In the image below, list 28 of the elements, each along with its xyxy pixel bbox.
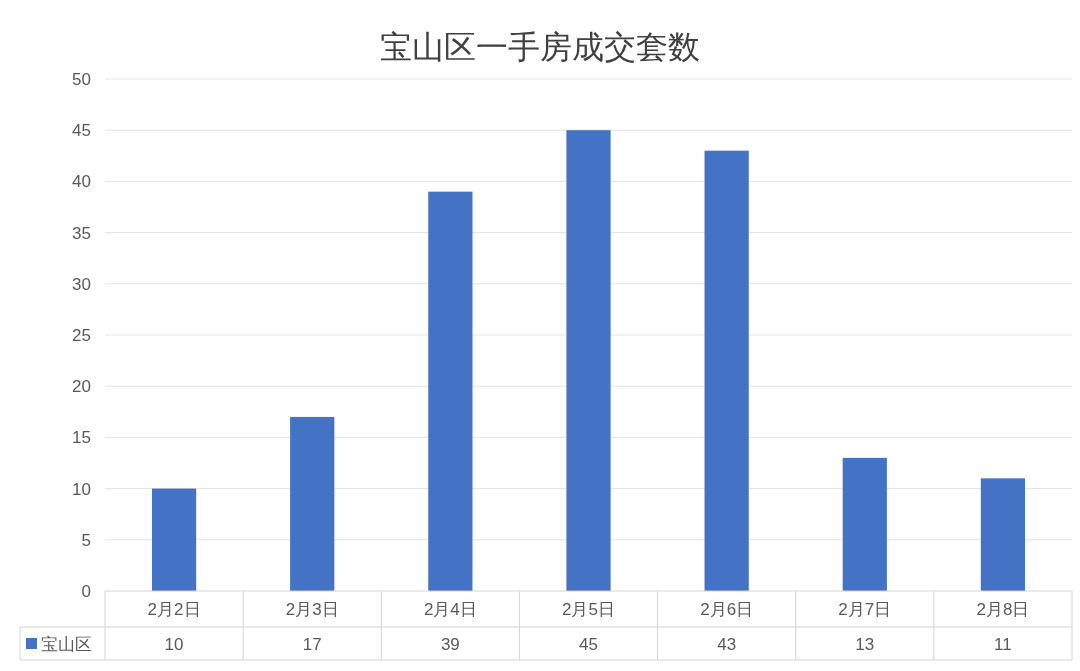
x-tick-label: 2月8日 — [976, 600, 1030, 619]
x-tick-label: 2月3日 — [285, 600, 339, 619]
x-tick-label: 2月5日 — [562, 600, 615, 619]
data-label: 17 — [302, 635, 322, 654]
data-label: 10 — [164, 635, 184, 654]
data-label: 13 — [855, 635, 875, 654]
x-tick-label: 2月2日 — [147, 600, 201, 619]
title: 宝山区一手房成交套数 — [380, 29, 700, 65]
x-tick-label: 2月7日 — [838, 600, 892, 619]
y-tick-label: 5 — [81, 530, 91, 550]
legend-label: 宝山区 — [41, 635, 92, 654]
y-tick-label: 35 — [72, 223, 91, 243]
data-label: 45 — [579, 635, 598, 654]
y-tick-label: 15 — [72, 428, 91, 448]
y-tick-label: 45 — [72, 121, 91, 141]
y-tick-label: 50 — [72, 70, 91, 89]
y-tick-label: 10 — [72, 479, 91, 499]
x-tick-label: 2月6日 — [700, 600, 754, 619]
x-tick-label: 2月4日 — [423, 600, 477, 619]
y-tick-label: 0 — [81, 582, 91, 601]
data-label: 39 — [440, 635, 460, 654]
data-label: 43 — [717, 635, 737, 654]
y-tick-label: 40 — [72, 172, 91, 192]
data-label: 11 — [994, 635, 1012, 654]
y-tick-label: 20 — [72, 377, 91, 397]
legend: 宝山区 — [26, 635, 92, 654]
y-tick-label: 25 — [72, 326, 91, 345]
y-tick-label: 30 — [72, 274, 91, 294]
